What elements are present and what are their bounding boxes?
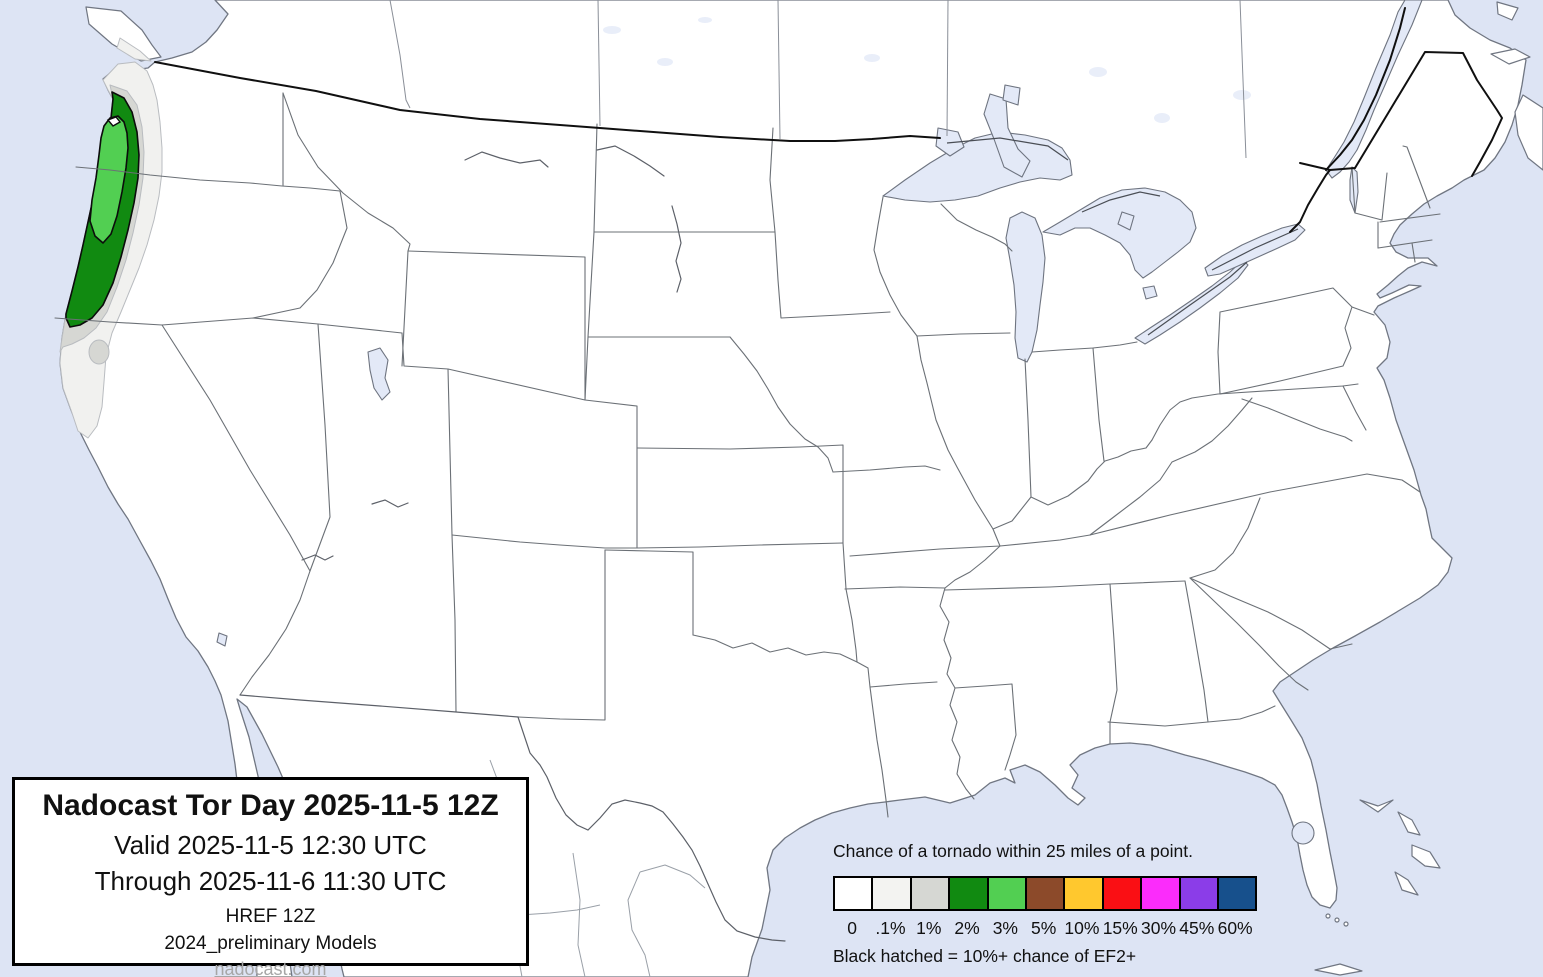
forecast-title: Nadocast Tor Day 2025-11-5 12Z [42, 789, 499, 822]
legend-label: 30% [1141, 918, 1177, 938]
tornado-probability-contours [59, 37, 163, 439]
legend-swatch-row [833, 876, 1303, 911]
nadocast-link[interactable]: nadocast.com [214, 959, 327, 977]
canada-lake-speck [603, 26, 621, 34]
florida-key [1325, 913, 1331, 919]
legend-swatch-0 [833, 876, 874, 911]
border-through-ontario [1211, 228, 1299, 271]
lakes [216, 0, 1423, 845]
legend-label: 5% [1030, 918, 1057, 938]
atlantic-islands [1314, 799, 1441, 976]
us-canada-border-west [154, 61, 941, 142]
bahama-island [1394, 871, 1419, 896]
vancouver-island [85, 6, 162, 62]
us-canada-border-45th [1299, 162, 1356, 171]
legend-swatch-3pct [986, 876, 1027, 911]
border-through-erie [1147, 261, 1248, 336]
lake-huron [1042, 187, 1197, 279]
legend-label: 2% [954, 918, 980, 938]
lake-okeechobee [1291, 821, 1315, 845]
international-borders [154, 7, 1503, 942]
legend-label: 3% [992, 918, 1018, 938]
contour-3pct [89, 115, 129, 244]
legend-label: 1% [916, 918, 942, 938]
lake-sakakawea [596, 145, 665, 177]
nova-scotia [1514, 94, 1543, 171]
lake-powell [371, 499, 409, 508]
canada-lake-speck [657, 58, 673, 66]
lake-of-the-woods [935, 127, 965, 157]
hatched-note: Black hatched = 10%+ chance of EF2+ [833, 946, 1137, 966]
lake-mead [301, 554, 334, 561]
lake-nipigon [1002, 84, 1021, 106]
legend-swatch-30pct [1140, 876, 1181, 911]
legend-swatch-10pct [1063, 876, 1104, 911]
contour-1pct-california-spot [88, 339, 110, 365]
us-mexico-border [239, 694, 519, 718]
border-through-superior [946, 137, 1069, 161]
title-box: Nadocast Tor Day 2025-11-5 12Z Valid 202… [12, 777, 529, 977]
lake-winnipeg [983, 93, 1031, 178]
legend-swatch-0.1pct [871, 876, 912, 911]
gaspe-island [1496, 1, 1519, 21]
st-lawrence-river [1325, 0, 1423, 179]
great-salt-lake [367, 347, 391, 401]
canada-lake-speck [1154, 113, 1170, 123]
canada-lake-speck [864, 54, 880, 62]
legend-title: Chance of a tornado within 25 miles of a… [833, 841, 1193, 861]
contour-hole [106, 116, 122, 127]
legend-label: 10% [1064, 918, 1100, 938]
legend-swatch-60pct [1216, 876, 1258, 911]
salton-sea [216, 632, 228, 647]
nadocast-link-row: nadocast.com [15, 959, 526, 977]
cuba-edge [1314, 963, 1363, 976]
models-note: 2024_preliminary Models [164, 933, 377, 954]
fort-peck-lake [464, 151, 549, 168]
rio-grande [517, 716, 786, 942]
contour-0p1pct-island-tip [116, 37, 152, 62]
legend-label: 45% [1179, 918, 1215, 938]
us-canada-border-maine [1354, 51, 1503, 177]
lake-simcoe [1117, 211, 1135, 231]
legend-label-row: 0 .1% 1% 2% 3% 5% 10% 15% 30% 45% 60% [833, 918, 1303, 939]
legend-swatch-45pct [1178, 876, 1219, 911]
valid-time: Valid 2025-11-5 12:30 UTC [114, 830, 427, 860]
florida-key [1334, 917, 1340, 923]
through-time: Through 2025-11-6 11:30 UTC [94, 866, 447, 896]
probability-legend: Chance of a tornado within 25 miles of a… [833, 841, 1303, 967]
state-borders [54, 92, 1441, 818]
border-through-huron [1081, 191, 1161, 213]
model-name: HREF 12Z [225, 906, 316, 927]
legend-label: 60% [1217, 918, 1253, 938]
legend-label: .1% [875, 918, 906, 938]
legend-swatch-15pct [1101, 876, 1143, 911]
canada-lake-speck [1233, 90, 1251, 100]
legend-label: 15% [1102, 918, 1138, 938]
lake-erie [1134, 259, 1249, 345]
rivers [301, 145, 682, 561]
st-lawrence-upper [1325, 7, 1406, 171]
legend-swatch-1pct [909, 876, 951, 911]
missouri-river-sd [671, 205, 682, 293]
prince-edward-island [1490, 48, 1531, 65]
us-canada-border-st-lawrence [1289, 169, 1331, 233]
legend-label: 0 [847, 918, 858, 938]
province-borders [389, 0, 1247, 159]
florida-key [1343, 921, 1349, 927]
canada-lake-speck [698, 17, 712, 23]
grand-bahama [1359, 799, 1394, 813]
legend-swatch-2pct [948, 876, 989, 911]
canada-lake-speck [1089, 67, 1107, 77]
andros [1411, 844, 1441, 869]
lake-st-clair [1142, 285, 1158, 300]
legend-swatch-5pct [1024, 876, 1066, 911]
abaco [1397, 811, 1421, 836]
